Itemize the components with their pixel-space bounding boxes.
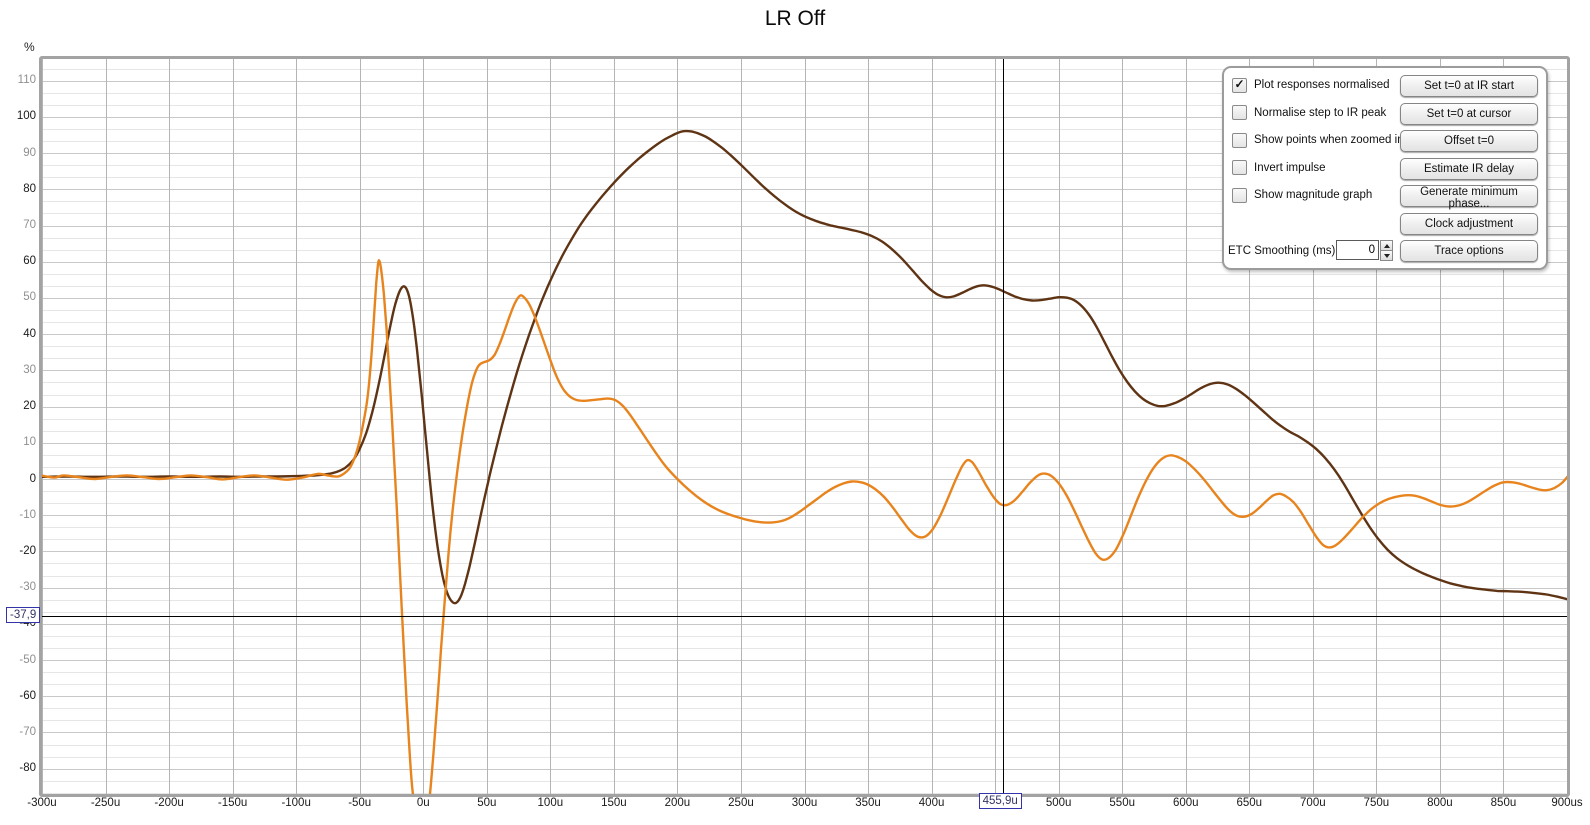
x-tick-label: 50u	[477, 797, 497, 809]
etc-smoothing-input[interactable]	[1336, 240, 1379, 260]
button-trace-options[interactable]: Trace options	[1400, 240, 1538, 262]
x-tick-label: 500u	[1045, 797, 1072, 809]
button-offset-t-0[interactable]: Offset t=0	[1400, 130, 1538, 152]
checkbox-row-show-points-when-zoomed-in: Show points when zoomed in	[1232, 132, 1404, 148]
y-tick-label: -60	[19, 689, 36, 702]
x-tick-label: -50u	[348, 797, 372, 809]
y-tick-label: 0	[29, 472, 36, 485]
button-clock-adjustment[interactable]: Clock adjustment	[1400, 212, 1538, 235]
arrow-up-icon	[1383, 243, 1390, 248]
y-axis-unit-label: %	[24, 40, 35, 54]
x-tick-label: -200u	[154, 797, 184, 809]
x-tick-label: 650u	[1236, 797, 1263, 809]
x-tick-label: 0u	[416, 797, 430, 809]
checkbox-show-points-when-zoomed-in[interactable]	[1232, 132, 1247, 148]
ir-controls-panel: ✓ Plot responses normalised Normalise step…	[1222, 66, 1548, 270]
checkbox-label: Plot responses normalised	[1254, 79, 1390, 91]
y-tick-label: -10	[19, 508, 36, 521]
button-set-t-0-at-ir-start[interactable]: Set t=0 at IR start	[1400, 75, 1538, 97]
checkbox-label: Normalise step to IR peak	[1254, 106, 1387, 119]
y-tick-label: 110	[17, 74, 36, 87]
y-tick-label: -20	[19, 544, 36, 557]
x-tick-label: 900us	[1551, 797, 1583, 809]
checkbox-invert-impulse[interactable]	[1232, 160, 1247, 175]
cursor-y-readout: -37,9	[6, 607, 41, 624]
checkbox-row-plot-responses-normalised: ✓ Plot responses normalised	[1232, 77, 1390, 93]
y-tick-label: -70	[19, 725, 36, 738]
x-tick-label: 850u	[1490, 797, 1517, 809]
checkbox-label: Show points when zoomed in	[1254, 134, 1404, 146]
y-tick-label: 70	[23, 219, 36, 232]
y-tick-label: 100	[16, 110, 36, 123]
y-tick-label: -30	[19, 581, 36, 594]
x-tick-label: 250u	[728, 797, 754, 809]
checkbox-label: Show magnitude graph	[1254, 189, 1373, 201]
button-estimate-ir-delay[interactable]: Estimate IR delay	[1400, 157, 1538, 180]
checkbox-plot-responses-normalised[interactable]: ✓	[1232, 77, 1247, 93]
button-generate-minimum-phase[interactable]: Generate minimum phase...	[1400, 185, 1538, 210]
checkbox-row-normalise-step-to-ir-peak: Normalise step to IR peak	[1232, 105, 1387, 120]
y-tick-label: -50	[19, 653, 36, 666]
y-tick-label: 60	[23, 255, 36, 268]
x-tick-label: 600u	[1172, 797, 1199, 809]
y-tick-label: 10	[23, 436, 36, 449]
x-tick-label: 150u	[601, 797, 627, 809]
etc-smoothing-label: ETC Smoothing (ms):	[1228, 245, 1339, 257]
x-tick-label: 700u	[1300, 797, 1326, 809]
x-tick-label: 800u	[1427, 797, 1453, 809]
button-set-t-0-at-cursor[interactable]: Set t=0 at cursor	[1400, 102, 1538, 125]
spinner-down-button[interactable]	[1380, 250, 1393, 261]
y-tick-label: 50	[23, 291, 36, 304]
y-tick-label: -80	[19, 762, 36, 775]
x-tick-label: -250u	[90, 797, 121, 809]
checkbox-show-magnitude-graph[interactable]	[1232, 187, 1247, 203]
y-tick-label: 30	[23, 363, 36, 376]
checkbox-label: Invert impulse	[1254, 161, 1326, 174]
x-tick-label: 300u	[791, 797, 818, 809]
checkbox-normalise-step-to-ir-peak[interactable]	[1232, 105, 1247, 120]
x-tick-label: 200u	[664, 797, 691, 809]
x-tick-label: 400u	[918, 797, 945, 809]
x-tick-label: 550u	[1109, 797, 1135, 809]
etc-smoothing-spinner	[1380, 240, 1393, 261]
chart-title: LR Off	[764, 7, 826, 30]
x-tick-label: 350u	[855, 797, 881, 809]
x-tick-label: 750u	[1363, 797, 1390, 809]
checkbox-row-show-magnitude-graph: Show magnitude graph	[1232, 187, 1373, 203]
y-tick-label: 20	[23, 400, 36, 413]
y-tick-label: 80	[23, 182, 36, 195]
cursor-x-readout: 455,9u	[978, 793, 1022, 809]
y-tick-label: 40	[23, 327, 36, 340]
trace-step-response-brown	[42, 129, 1567, 605]
x-tick-label: -150u	[217, 797, 248, 809]
x-tick-label: -100u	[281, 797, 311, 809]
arrow-down-icon	[1383, 253, 1390, 258]
y-tick-label: 90	[23, 146, 36, 159]
trace-impulse-response-orange	[42, 259, 1567, 794]
checkbox-row-invert-impulse: Invert impulse	[1232, 160, 1326, 175]
x-tick-label: 100u	[537, 797, 564, 809]
x-tick-label: -300u	[27, 797, 57, 809]
